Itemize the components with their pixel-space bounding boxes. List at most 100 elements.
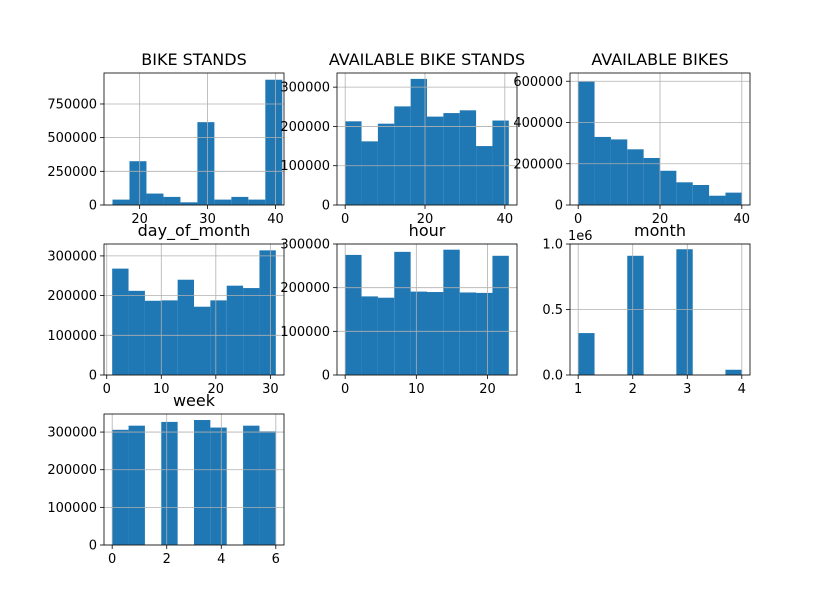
y-tick-label: 0: [322, 369, 330, 384]
y-tick-label: 200000: [47, 289, 97, 304]
y-tick-label: 100000: [280, 325, 330, 340]
histogram-bar: [660, 170, 677, 205]
x-tick-label: 0: [341, 212, 349, 227]
y-tick-label: 200000: [47, 463, 97, 478]
y-tick-label: 0: [89, 369, 97, 384]
subplot-title: AVAILABLE BIKES: [591, 50, 728, 69]
subplot-title: day_of_month: [138, 221, 251, 241]
y-tick-label: 100000: [280, 159, 330, 174]
histogram-bar: [377, 297, 395, 375]
x-tick-label: 20: [479, 382, 496, 397]
y-offset-label: 1e6: [568, 229, 593, 244]
subplot-3: 0 20 40 0 200000 400000 600000 AVAILABLE BIKES: [513, 50, 751, 227]
histogram-bar: [443, 113, 460, 205]
y-tick-label: 300000: [280, 81, 330, 96]
x-tick-label: 30: [199, 212, 216, 227]
x-tick-label: 20: [652, 212, 669, 227]
x-tick-label: 30: [262, 382, 279, 397]
x-tick-label: 2: [163, 552, 171, 567]
histogram-bar: [627, 255, 644, 375]
histogram-bar: [627, 149, 644, 205]
histogram-bar: [144, 300, 162, 375]
histogram-bar: [578, 333, 595, 375]
histogram-bar: [243, 425, 260, 545]
y-tick-label: 0.0: [542, 369, 563, 384]
histogram-bar: [128, 425, 145, 545]
subplot-title: month: [634, 221, 686, 240]
histogram-bar: [163, 196, 181, 205]
y-tick-label: 100000: [47, 501, 97, 516]
x-tick-label: 10: [408, 382, 425, 397]
axes-frame: [103, 413, 285, 546]
histogram-bar: [492, 255, 509, 375]
y-tick-label: 0: [89, 199, 97, 214]
histogram-bar: [180, 202, 198, 205]
subplot-6: 1 2 3 4 0.0 0.5 1.0 1e6 month: [542, 221, 751, 397]
histogram-bar: [427, 116, 444, 205]
histogram-bar: [194, 306, 211, 375]
histogram-bar: [112, 268, 129, 375]
histogram-bar: [194, 420, 211, 545]
histogram-bar: [210, 427, 227, 545]
y-tick-label: 200000: [280, 281, 330, 296]
y-tick-label: 250000: [47, 165, 97, 180]
histogram-bar: [177, 279, 194, 375]
histogram-bar: [394, 251, 411, 375]
axes-frame: [336, 243, 518, 376]
histogram-bar: [197, 122, 215, 205]
x-tick-label: 2: [629, 382, 637, 397]
histogram-bar: [476, 146, 493, 205]
subplot-title: week: [173, 391, 216, 410]
histogram-bar: [361, 296, 378, 375]
histogram-bar: [259, 250, 276, 375]
histogram-bar: [427, 292, 444, 375]
y-tick-label: 300000: [280, 238, 330, 253]
histogram-bar: [226, 285, 244, 375]
x-tick-label: 4: [738, 382, 746, 397]
x-tick-label: 4: [217, 552, 225, 567]
y-tick-label: 300000: [47, 249, 97, 264]
histogram-bar: [259, 431, 276, 545]
y-tick-label: 200000: [280, 120, 330, 135]
histogram-bar: [214, 199, 232, 205]
y-tick-label: 0: [555, 199, 563, 214]
x-tick-label: 20: [208, 382, 225, 397]
histogram-bar: [112, 199, 130, 205]
histogram-bar: [459, 110, 477, 205]
x-tick-label: 1: [574, 382, 582, 397]
histogram-bar: [112, 429, 129, 545]
histogram-bar: [476, 292, 493, 375]
x-tick-label: 6: [272, 552, 280, 567]
x-tick-label: 40: [267, 212, 284, 227]
histogram-bar: [345, 254, 362, 375]
x-tick-label: 0: [108, 552, 116, 567]
histogram-bar: [459, 292, 477, 375]
subplot-4: 0 10 20 30 0 100000 200000 300000 day_of_month: [47, 221, 285, 397]
x-tick-label: 40: [497, 212, 514, 227]
histogram-bar: [725, 192, 742, 206]
histogram-bar: [578, 81, 595, 205]
x-tick-label: 0: [341, 382, 349, 397]
y-tick-label: 0: [89, 539, 97, 554]
histogram-bar: [725, 369, 742, 375]
subplot-5: 0 10 20 0 100000 200000 300000 hour: [280, 221, 518, 397]
histogram-bar: [643, 157, 660, 205]
histogram-bar: [377, 123, 395, 205]
histogram-bar: [248, 199, 266, 205]
histogram-bar: [676, 249, 693, 375]
y-tick-label: 200000: [513, 157, 563, 172]
x-tick-label: 0: [574, 212, 582, 227]
subplot-1: 20 30 40 0 250000 500000 750000 BIKE STANDS: [47, 50, 285, 227]
y-tick-label: 100000: [47, 329, 97, 344]
y-tick-label: 600000: [513, 75, 563, 90]
histogram-bar: [128, 290, 145, 375]
histogram-bar: [161, 300, 178, 375]
histogram-bar: [709, 195, 726, 205]
y-tick-label: 0.5: [542, 303, 563, 318]
subplot-title: hour: [409, 221, 446, 240]
histogram-bar: [345, 121, 362, 205]
histogram-bar: [410, 291, 427, 375]
histogram-bar: [265, 79, 283, 205]
y-tick-label: 400000: [513, 116, 563, 131]
